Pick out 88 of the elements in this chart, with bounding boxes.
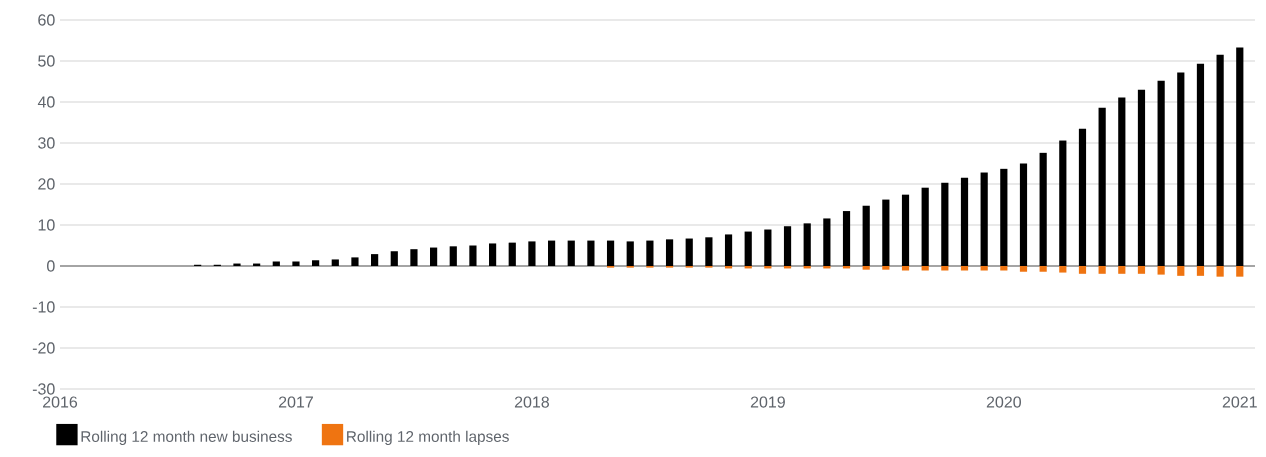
bar	[528, 241, 536, 266]
bar	[1039, 266, 1047, 272]
x-tick-label: 2020	[986, 396, 1021, 408]
bar	[430, 247, 438, 266]
bar	[488, 243, 497, 266]
bar	[1236, 47, 1244, 266]
bar	[941, 266, 949, 271]
bar	[1177, 266, 1185, 276]
bar	[901, 266, 910, 271]
bar	[1236, 266, 1244, 277]
bar	[390, 251, 398, 266]
y-tick-label: -30	[32, 383, 55, 395]
bar	[1137, 89, 1146, 266]
legend-label: Rolling 12 month new business	[81, 430, 292, 445]
x-tick-label: 2017	[278, 396, 313, 408]
bar	[1157, 266, 1165, 275]
bar	[331, 259, 339, 266]
y-tick-label: 0	[47, 260, 55, 272]
bar	[1000, 266, 1008, 271]
bar	[980, 172, 988, 266]
y-tick-label: -10	[32, 301, 55, 313]
bar	[1078, 266, 1087, 274]
bar	[783, 226, 792, 266]
bar	[1000, 168, 1008, 266]
bar	[469, 245, 477, 266]
bar	[823, 218, 831, 266]
bar	[1098, 107, 1106, 266]
bar	[1137, 266, 1146, 274]
bar	[862, 205, 870, 266]
bar	[901, 194, 910, 266]
bar	[842, 211, 851, 266]
bar	[1039, 152, 1047, 266]
y-tick-label: 40	[37, 96, 55, 108]
bar	[626, 241, 634, 266]
y-tick-label: -20	[32, 342, 55, 354]
bar	[1118, 266, 1126, 274]
bar	[921, 187, 929, 266]
bar	[1177, 72, 1185, 266]
bar	[351, 257, 359, 266]
legend-label: Rolling 12 month lapses	[347, 430, 509, 445]
bar	[1196, 63, 1205, 266]
bar	[665, 239, 674, 266]
x-tick-label: 2016	[43, 396, 78, 408]
bar	[744, 231, 752, 266]
x-tick-label: 2021	[1222, 396, 1257, 408]
bar	[371, 254, 379, 266]
bar	[941, 182, 949, 266]
bar	[312, 260, 320, 266]
bar	[1059, 140, 1067, 266]
bar	[1019, 266, 1028, 272]
bar	[705, 237, 713, 266]
bar	[1078, 128, 1087, 266]
y-tick-label: 50	[38, 55, 55, 67]
y-tick-label: 30	[38, 137, 55, 149]
y-tick-label: 10	[38, 219, 55, 231]
bar	[449, 246, 457, 266]
bar	[1118, 97, 1126, 266]
bar	[1216, 266, 1224, 277]
bar	[980, 266, 988, 271]
bar	[960, 266, 969, 271]
y-tick-label: 60	[38, 14, 55, 26]
bar	[1196, 266, 1205, 276]
bar	[724, 234, 733, 266]
bar	[567, 240, 575, 266]
bar	[1059, 266, 1067, 273]
bar	[685, 238, 693, 266]
bar	[882, 266, 890, 270]
bar	[547, 240, 556, 266]
bar	[272, 261, 280, 266]
bar	[882, 199, 890, 266]
x-tick-label: 2019	[750, 396, 785, 408]
bar	[1098, 266, 1106, 274]
bar	[606, 240, 615, 266]
bar	[1216, 54, 1224, 266]
bar	[508, 242, 516, 266]
bar	[1157, 80, 1165, 266]
bar	[921, 266, 929, 271]
y-tick-label: 20	[38, 178, 55, 190]
bar	[960, 177, 969, 266]
bar	[587, 240, 595, 266]
bar	[862, 266, 870, 270]
x-tick-label: 2018	[514, 396, 550, 408]
bar	[764, 229, 772, 266]
bar	[410, 249, 418, 266]
bar	[646, 240, 654, 266]
bar	[1019, 163, 1028, 266]
bar	[292, 261, 300, 266]
bar	[803, 223, 811, 266]
